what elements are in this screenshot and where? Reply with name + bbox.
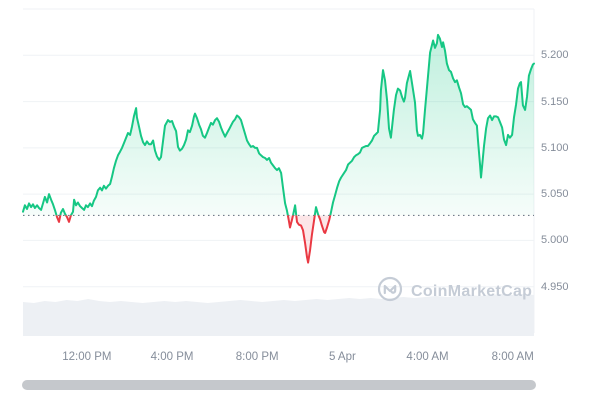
y-axis-label: 5.000 bbox=[541, 234, 569, 247]
y-axis-label: 5.150 bbox=[541, 95, 569, 108]
y-axis-label: 5.050 bbox=[541, 188, 569, 201]
price-line-up bbox=[22, 33, 535, 216]
y-axis-label: 4.950 bbox=[541, 280, 569, 293]
x-axis-label: 12:00 PM bbox=[62, 351, 112, 363]
x-axis-label: 8:00 AM bbox=[491, 351, 534, 363]
chart-scrollbar-thumb[interactable] bbox=[22, 380, 536, 390]
x-axis-label: 5 Apr bbox=[328, 351, 356, 363]
y-axis-label: 5.200 bbox=[541, 49, 569, 62]
x-axis-label: 4:00 PM bbox=[150, 351, 194, 363]
price-area-up bbox=[23, 34, 534, 216]
y-axis-label: 5.100 bbox=[541, 141, 569, 154]
price-area-down bbox=[56, 215, 331, 263]
x-axis-label: 8:00 PM bbox=[235, 351, 279, 363]
x-axis-label: 4:00 AM bbox=[406, 351, 449, 363]
volume-area bbox=[23, 294, 534, 336]
